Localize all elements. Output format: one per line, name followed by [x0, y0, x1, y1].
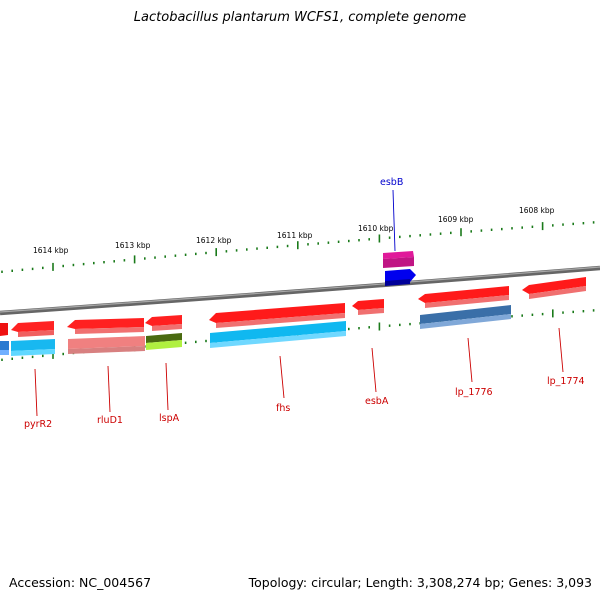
gene-lp_1776-arrow[interactable]: [418, 286, 509, 308]
gene-label-esbA: esbA: [365, 396, 389, 407]
scale-label: 1609 kbp: [438, 215, 474, 224]
feature-box-green[interactable]: [146, 333, 182, 350]
feature-box-cyan-fhs[interactable]: [210, 321, 346, 348]
topology-text: Topology: circular; Length: 3,308,274 bp…: [248, 575, 592, 590]
genome-backbone: [0, 265, 600, 316]
gene-label-lp_1776: lp_1776: [455, 387, 493, 398]
feature-box-cyan-left[interactable]: [0, 339, 55, 356]
feature-box-steelblue[interactable]: [420, 305, 511, 329]
feature-box-salmon[interactable]: [68, 336, 145, 354]
gene-label-rluD1: rluD1: [97, 415, 123, 426]
gene-label-lp_1774: lp_1774: [547, 376, 585, 387]
gene-rluD1-arrow[interactable]: [67, 318, 144, 334]
gene-label-lspA: lspA: [159, 413, 180, 424]
gene-esbA-arrow[interactable]: [352, 299, 384, 315]
scale-label: 1610 kbp: [358, 224, 394, 233]
scale-label: 1612 kbp: [196, 236, 232, 245]
map-title: Lactobacillus plantarum WCFS1, complete …: [133, 10, 467, 25]
gene-esbB[interactable]: [383, 251, 414, 268]
gene-forward-blue[interactable]: [385, 269, 416, 286]
accession-text: Accession: NC_004567: [9, 575, 152, 590]
scale-label: 1614 kbp: [33, 246, 69, 255]
gene-label-fhs: fhs: [276, 403, 290, 414]
gene-fhs-arrow[interactable]: [209, 303, 345, 328]
gene-label-esbB: esbB: [380, 177, 403, 188]
gene-lp_1774-arrow[interactable]: [522, 277, 586, 299]
scale-label: 1611 kbp: [277, 231, 313, 240]
scale-ticks-upper: [1, 221, 595, 273]
scale-label: 1608 kbp: [519, 206, 555, 215]
scale-label: 1613 kbp: [115, 241, 151, 250]
gene-pyrR2-arrow[interactable]: [0, 321, 54, 337]
gene-lspA-arrow[interactable]: [145, 315, 182, 331]
gene-label-pyrR2: pyrR2: [24, 419, 52, 430]
